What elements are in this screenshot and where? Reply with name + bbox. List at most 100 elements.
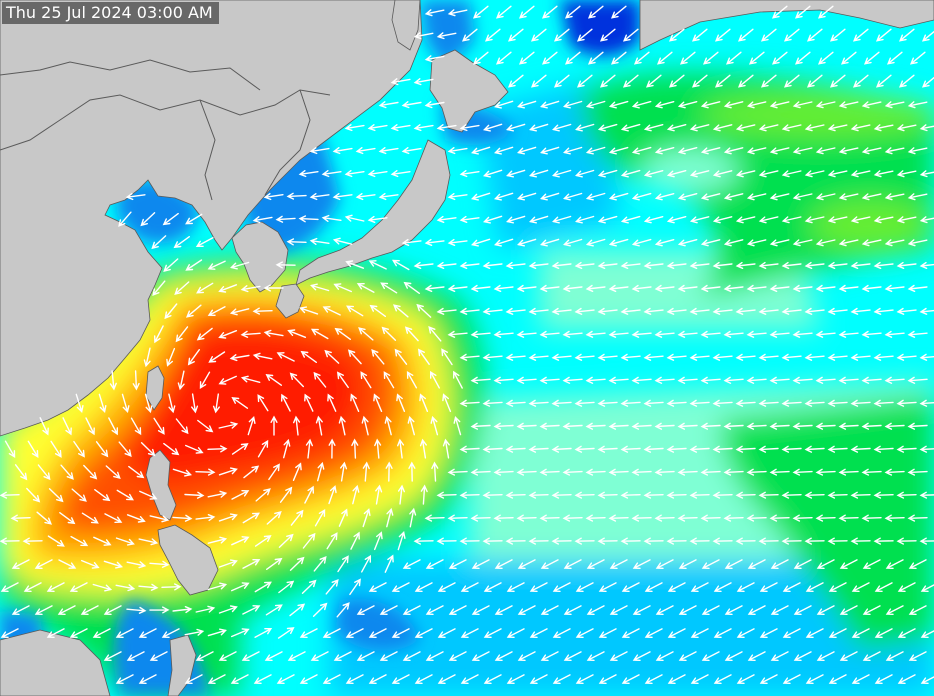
wind-arrow-icon bbox=[118, 441, 132, 458]
wind-arrow-icon bbox=[242, 559, 261, 569]
wind-arrow-icon bbox=[921, 76, 934, 88]
wind-arrow-icon bbox=[597, 537, 618, 545]
wind-arrow-icon bbox=[838, 284, 859, 292]
wind-arrow-icon bbox=[207, 628, 227, 637]
wind-arrow-icon bbox=[874, 674, 893, 684]
wind-arrow-icon bbox=[482, 353, 503, 361]
wind-arrow-icon bbox=[631, 100, 652, 109]
wind-arrow-icon bbox=[59, 512, 76, 525]
wind-arrow-icon bbox=[471, 238, 491, 247]
wind-arrow-icon bbox=[816, 605, 835, 615]
wind-arrow-icon bbox=[907, 376, 928, 384]
wind-arrow-icon bbox=[81, 559, 100, 569]
wind-arrow-icon bbox=[769, 376, 790, 384]
wind-arrow-icon bbox=[301, 579, 317, 594]
wind-arrow-icon bbox=[597, 353, 618, 361]
wind-arrow-icon bbox=[576, 74, 593, 88]
wind-arrow-icon bbox=[263, 193, 284, 201]
wind-arrow-icon bbox=[746, 376, 767, 384]
wind-arrow-icon bbox=[608, 238, 629, 247]
wind-arrow-icon bbox=[424, 284, 445, 292]
wind-arrow-icon bbox=[574, 491, 595, 499]
wind-arrow-icon bbox=[277, 627, 295, 639]
wind-arrow-icon bbox=[861, 422, 882, 430]
wind-arrow-icon bbox=[919, 537, 934, 545]
wind-arrow-icon bbox=[586, 651, 605, 661]
wind-arrow-icon bbox=[769, 284, 790, 292]
wind-arrow-icon bbox=[540, 651, 559, 661]
wind-arrow-icon bbox=[609, 605, 628, 615]
wind-arrow-icon bbox=[378, 193, 399, 201]
wind-arrow-icon bbox=[394, 348, 408, 365]
wind-arrow-icon bbox=[414, 628, 433, 638]
wind-arrow-icon bbox=[472, 51, 489, 65]
wind-arrow-icon bbox=[402, 559, 421, 569]
wind-arrow-icon bbox=[873, 307, 894, 315]
wind-arrow-icon bbox=[723, 239, 744, 247]
wind-arrow-icon bbox=[152, 280, 166, 297]
wind-arrow-icon bbox=[608, 514, 629, 522]
wind-arrow-icon bbox=[207, 445, 228, 453]
wind-arrow-icon bbox=[48, 488, 64, 503]
wind-arrow-icon bbox=[355, 193, 376, 201]
wind-arrow-icon bbox=[563, 146, 583, 155]
wind-arrow-icon bbox=[700, 101, 721, 109]
wind-arrow-icon bbox=[263, 329, 284, 337]
wind-arrow-icon bbox=[758, 124, 779, 132]
wind-arrow-icon bbox=[22, 537, 43, 545]
wind-arrow-icon bbox=[553, 28, 570, 42]
wind-arrow-icon bbox=[241, 651, 260, 661]
wind-arrow-icon bbox=[654, 147, 675, 155]
wind-arrow-icon bbox=[885, 559, 904, 569]
wind-arrow-icon bbox=[483, 215, 503, 224]
wind-arrow-icon bbox=[794, 5, 811, 19]
wind-arrow-icon bbox=[401, 101, 422, 109]
wind-arrow-icon bbox=[850, 307, 871, 315]
wind-arrow-icon bbox=[4, 440, 16, 459]
wind-arrow-icon bbox=[608, 330, 629, 338]
wind-arrow-icon bbox=[397, 438, 405, 459]
wind-arrow-icon bbox=[654, 330, 675, 338]
wind-arrow-icon bbox=[781, 307, 802, 315]
wind-arrow-icon bbox=[425, 605, 444, 615]
wind-arrow-icon bbox=[379, 651, 398, 661]
wind-arrow-icon bbox=[597, 169, 618, 178]
wind-arrow-icon bbox=[419, 393, 429, 412]
wind-arrow-icon bbox=[195, 468, 216, 476]
wind-arrow-icon bbox=[378, 147, 399, 155]
wind-arrow-icon bbox=[34, 605, 53, 615]
wind-arrow-icon bbox=[610, 51, 627, 65]
wind-arrow-icon bbox=[266, 557, 283, 570]
wind-arrow-icon bbox=[735, 307, 756, 315]
wind-arrow-icon bbox=[459, 215, 480, 223]
wind-arrow-icon bbox=[139, 490, 158, 500]
wind-arrow-icon bbox=[599, 28, 616, 42]
wind-arrow-icon bbox=[218, 330, 238, 339]
wind-arrow-icon bbox=[562, 422, 583, 430]
wind-arrow-icon bbox=[712, 537, 733, 545]
wind-arrow-icon bbox=[666, 399, 687, 407]
wind-arrow-icon bbox=[551, 353, 572, 361]
wind-arrow-icon bbox=[758, 445, 779, 453]
wind-arrow-icon bbox=[781, 445, 802, 453]
wind-arrow-icon bbox=[620, 215, 641, 224]
wind-arrow-icon bbox=[195, 514, 216, 522]
wind-arrow-icon bbox=[300, 350, 317, 363]
wind-arrow-icon bbox=[483, 582, 502, 592]
wind-arrow-icon bbox=[644, 628, 663, 638]
wind-arrow-icon bbox=[493, 422, 514, 430]
wind-arrow-icon bbox=[231, 582, 250, 592]
wind-arrow-icon bbox=[390, 124, 411, 132]
wind-arrow-icon bbox=[551, 445, 572, 453]
wind-arrow-icon bbox=[551, 537, 572, 545]
wind-arrow-icon bbox=[884, 422, 905, 430]
land-sakhalin bbox=[391, 0, 421, 51]
wind-arrow-icon bbox=[852, 28, 869, 42]
wind-arrow-icon bbox=[815, 193, 836, 201]
wind-arrow-icon bbox=[783, 28, 800, 42]
wind-arrow-icon bbox=[424, 101, 445, 109]
wind-arrow-icon bbox=[815, 284, 836, 292]
wind-arrow-icon bbox=[829, 28, 846, 42]
wind-arrow-icon bbox=[436, 491, 457, 499]
wind-arrow-icon bbox=[575, 628, 594, 638]
